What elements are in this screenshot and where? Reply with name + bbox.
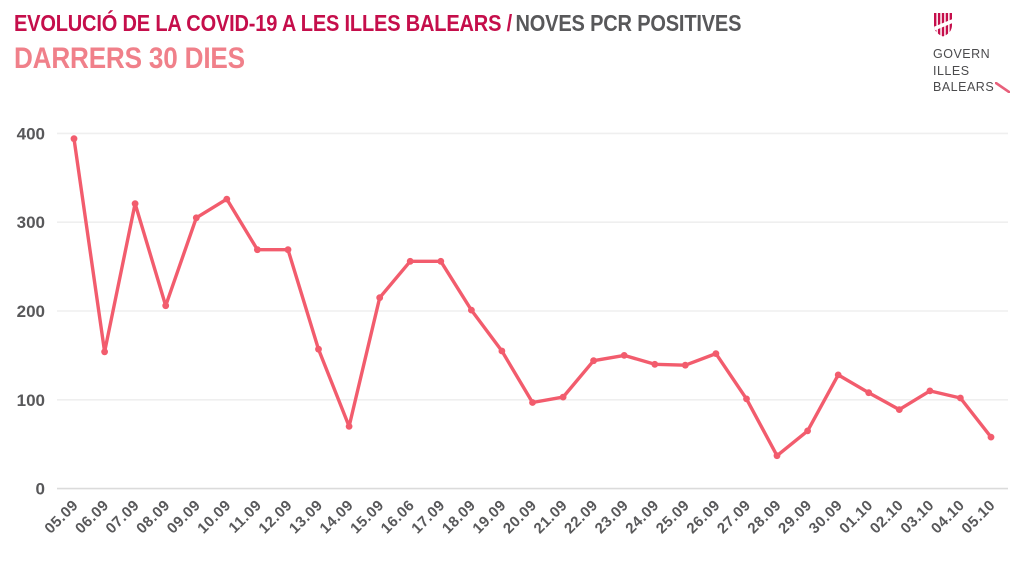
y-tick-label: 100 xyxy=(17,391,45,410)
x-tick-label: 01.10 xyxy=(836,497,876,537)
logo-line-govern: GOVERN xyxy=(933,47,991,61)
data-point xyxy=(315,345,322,353)
govern-illes-balears-logo: GOVERN ILLES BALEARS xyxy=(933,13,1011,96)
data-point xyxy=(712,350,720,357)
data-point xyxy=(804,427,811,435)
data-point xyxy=(284,246,292,254)
x-tick-label: 28.09 xyxy=(744,497,784,537)
x-tick-label: 23.09 xyxy=(592,497,632,537)
data-point xyxy=(651,360,659,368)
x-tick-label: 20.09 xyxy=(500,497,540,537)
x-tick-label: 07.09 xyxy=(103,497,143,537)
header: EVOLUCIÓ DE LA COVID-19 A LES ILLES BALE… xyxy=(14,10,741,76)
x-tick-label: 05.10 xyxy=(958,497,998,537)
title-secondary: NOVES PCR POSITIVES xyxy=(515,10,742,36)
data-point xyxy=(743,395,750,403)
data-point xyxy=(498,347,506,355)
x-tick-label: 09.09 xyxy=(164,497,204,537)
x-tick-label: 06.09 xyxy=(72,497,112,537)
data-point xyxy=(131,200,139,208)
x-tick-label: 14.09 xyxy=(317,497,357,537)
x-tick-label: 08.09 xyxy=(133,497,173,537)
logo-wordmark: GOVERN ILLES BALEARS xyxy=(933,46,1011,96)
data-point xyxy=(865,389,873,397)
data-point xyxy=(529,399,536,406)
x-tick-label: 19.09 xyxy=(469,497,509,537)
balearic-shield-icon xyxy=(934,13,952,37)
x-tick-label: 26.09 xyxy=(683,497,723,537)
x-tick-label: 12.09 xyxy=(255,497,295,537)
data-point xyxy=(834,371,842,379)
data-point xyxy=(192,214,200,222)
data-point xyxy=(70,135,78,143)
title-primary: EVOLUCIÓ DE LA COVID-19 A LES ILLES BALE… xyxy=(14,10,513,36)
data-point xyxy=(254,246,261,254)
logo-line-illes: ILLES xyxy=(933,63,970,78)
x-tick-label: 16.06 xyxy=(378,497,418,537)
data-point xyxy=(468,306,475,314)
x-tick-label: 11.09 xyxy=(225,497,265,537)
x-tick-label: 03.10 xyxy=(897,497,937,537)
y-tick-label: 0 xyxy=(36,480,45,499)
logo-line-balears: BALEARS xyxy=(933,80,995,94)
pcr-positives-series-line xyxy=(72,137,993,458)
y-tick-label: 200 xyxy=(17,302,45,321)
x-tick-label: 21.09 xyxy=(531,497,571,537)
x-tick-label: 17.09 xyxy=(408,497,448,537)
x-tick-label: 13.09 xyxy=(286,497,326,537)
x-tick-label: 22.09 xyxy=(561,497,601,537)
data-point xyxy=(223,195,231,203)
x-tick-label: 15.09 xyxy=(347,497,387,537)
y-tick-label: 300 xyxy=(17,213,45,232)
data-point xyxy=(437,257,445,265)
x-tick-label: 30.09 xyxy=(806,497,846,537)
data-point xyxy=(590,357,597,365)
x-tick-label: 27.09 xyxy=(714,497,754,537)
data-point xyxy=(620,352,628,359)
data-point xyxy=(773,452,781,460)
x-tick-label: 05.09 xyxy=(41,497,81,537)
x-tick-label: 02.10 xyxy=(867,497,907,537)
data-point xyxy=(926,387,934,395)
x-tick-label: 24.09 xyxy=(622,497,662,537)
x-tick-label: 18.09 xyxy=(439,497,479,537)
data-point xyxy=(681,361,689,369)
data-point xyxy=(345,423,353,430)
page-title: EVOLUCIÓ DE LA COVID-19 A LES ILLES BALE… xyxy=(14,10,741,37)
data-point xyxy=(895,406,903,413)
x-tick-label: 10.09 xyxy=(194,497,234,537)
logo-slash-icon xyxy=(995,82,1011,93)
data-point xyxy=(406,257,414,265)
x-tick-label: 25.09 xyxy=(653,497,693,537)
data-point xyxy=(987,433,995,441)
data-point xyxy=(162,302,170,310)
data-point xyxy=(957,394,964,402)
data-point xyxy=(376,294,384,302)
data-point xyxy=(101,348,108,356)
data-point xyxy=(559,393,567,401)
y-tick-label: 400 xyxy=(17,124,45,143)
x-tick-label: 04.10 xyxy=(928,497,968,537)
page-subtitle: DARRERS 30 DIES xyxy=(14,42,245,75)
x-tick-label: 29.09 xyxy=(775,497,815,537)
